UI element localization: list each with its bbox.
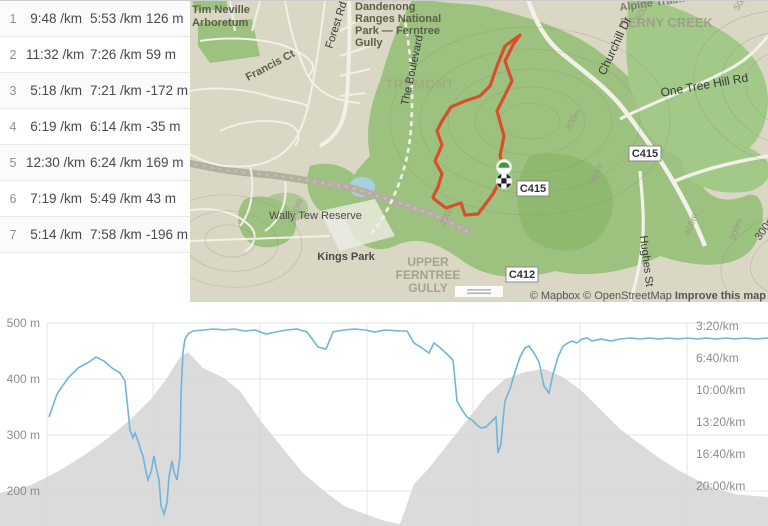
svg-text:300 m: 300 m (7, 428, 40, 442)
svg-text:FERNTREE: FERNTREE (396, 268, 461, 282)
svg-text:C415: C415 (632, 148, 658, 160)
svg-text:10:00/km: 10:00/km (696, 383, 745, 397)
svg-text:Arboretum: Arboretum (192, 17, 248, 29)
svg-text:16:40/km: 16:40/km (696, 447, 745, 461)
svg-text:Gully: Gully (355, 37, 383, 49)
svg-text:200 m: 200 m (7, 484, 40, 498)
svg-text:C412: C412 (509, 269, 535, 281)
svg-text:Dandenong: Dandenong (355, 1, 416, 13)
svg-text:20:00/km: 20:00/km (696, 479, 745, 493)
svg-text:Wally Tew Reserve: Wally Tew Reserve (269, 210, 362, 222)
svg-text:© Mapbox © OpenStreetMap Impro: © Mapbox © OpenStreetMap Improve this ma… (530, 290, 767, 302)
svg-text:Park — Ferntree: Park — Ferntree (355, 25, 440, 37)
svg-text:Tim Neville: Tim Neville (192, 4, 250, 16)
svg-text:3:20/km: 3:20/km (696, 319, 739, 333)
svg-text:GULLY: GULLY (408, 281, 448, 295)
svg-text:500 m: 500 m (7, 316, 40, 330)
svg-text:Ranges National: Ranges National (355, 13, 441, 25)
svg-text:C415: C415 (520, 183, 546, 195)
svg-text:UPPER: UPPER (407, 255, 449, 269)
svg-text:13:20/km: 13:20/km (696, 415, 745, 429)
svg-text:Kings Park: Kings Park (317, 251, 375, 263)
svg-text:400 m: 400 m (7, 372, 40, 386)
svg-text:TREMONT: TREMONT (385, 76, 455, 92)
svg-text:6:40/km: 6:40/km (696, 351, 739, 365)
